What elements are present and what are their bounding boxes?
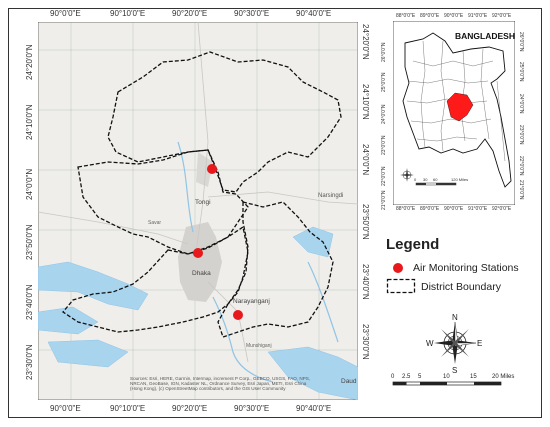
y-tick-left: 23°50'0"N [25,224,34,260]
scale-label: 5 [418,374,422,380]
compass-e: E [477,339,482,348]
inset-x-tick: 90°0'0"E [444,13,464,19]
x-tick-bottom: 90°10'0"E [110,404,146,413]
legend-title: Legend [386,236,440,253]
station-symbol-icon [393,263,403,273]
y-tick-right: 24°10'0"N [361,84,370,120]
inset-x-tick: 88°0'0"E [396,13,416,19]
inset-x-tick: 92°0'0"E [492,13,512,19]
scale-label: 15 [470,374,477,380]
inset-x-tick: 91°0'0"E [468,13,488,19]
y-tick-right: 23°40'0"N [361,264,370,300]
x-tick-top: 90°10'0"E [110,9,146,18]
inset-map: BANGLADESH 0 30 60 120 Miles [393,21,515,205]
inset-y-tick: 22°0'0"N [518,156,524,176]
inset-compass-icon [400,168,414,182]
label-savar: Savar [148,220,161,226]
district-boundary [107,51,342,193]
inset-x-tick: 88°0'0"E [396,206,416,212]
compass-rose-icon: N S E W [426,313,482,374]
inset-y-tick: 23°0'0"N [381,135,387,155]
x-tick-bottom: 90°40'0"E [296,404,332,413]
scale-label: 20 Miles [492,374,514,380]
x-tick-bottom: 90°20'0"E [172,404,208,413]
compass-n: N [452,313,458,322]
inset-y-tick: 21°0'0"N [518,180,524,200]
scale-label: 10 [443,374,450,380]
station-dhaka [193,248,203,258]
scale-label: 0 [391,374,395,380]
inset-y-tick: 21°0'0"N [381,190,387,210]
y-tick-right: 23°50'0"N [361,204,370,240]
inset-scale-label: 60 [433,177,438,182]
inset-x-tick: 90°0'0"E [444,206,464,212]
label-dhaka: Dhaka [192,270,211,277]
scalebar: 0 2.5 5 10 15 20 Miles [391,374,514,386]
inset-x-tick: 89°0'0"E [420,13,440,19]
x-tick-top: 90°30'0"E [234,9,270,18]
y-tick-right: 24°0'0"N [361,144,370,176]
label-tongi: Tongi [195,199,211,206]
y-tick-left: 24°20'0"N [25,44,34,80]
x-tick-top: 90°40'0"E [296,9,332,18]
inset-x-tick: 91°0'0"E [468,206,488,212]
inset-y-tick: 25°0'0"N [381,72,387,92]
district-boundary-symbol-icon [386,278,416,294]
legend-item-district: District Boundary [421,281,501,293]
inset-y-tick: 25°0'0"N [518,62,524,82]
river-padma [38,261,149,311]
study-area-highlight [446,92,474,122]
inset-y-tick: 26°0'0"N [518,32,524,52]
inset-y-tick: 26°0'0"N [381,42,387,62]
inset-scale-label: 120 Miles [451,177,468,182]
y-tick-left: 23°40'0"N [25,284,34,320]
legend-item-stations: Air Monitoring Stations [413,262,519,274]
inset-x-tick: 92°0'0"E [492,206,512,212]
y-tick-right: 24°20'0"N [361,24,370,60]
inset-scale-label: 30 [423,177,428,182]
attribution: Sources: Esri, HERE, Garmin, Intermap, i… [130,376,311,392]
inset-y-tick: 23°0'0"N [518,125,524,145]
x-tick-bottom: 90°30'0"E [234,404,270,413]
inset-scalebar [415,182,457,186]
urban-area [178,222,222,302]
label-daud: Daud [341,378,357,385]
label-narsingdi: Narsingdi [318,193,343,199]
compass-w: W [426,339,434,348]
station-tongi [207,164,217,174]
label-munshiganj: Munshiganj [246,343,272,349]
main-map: Tongi Dhaka Narayanganj Narsingdi Savar … [38,22,358,400]
x-tick-bottom: 90°0'0"E [50,404,81,413]
inset-scale-label: 0 [414,177,417,182]
y-tick-left: 23°30'0"N [25,344,34,380]
y-tick-left: 24°10'0"N [25,104,34,140]
x-tick-top: 90°20'0"E [172,9,208,18]
x-tick-top: 90°0'0"E [50,9,81,18]
inset-y-tick: 24°0'0"N [518,94,524,114]
inset-y-tick: 22°0'0"N [381,166,387,186]
label-narayanganj: Narayanganj [233,298,270,305]
y-tick-right: 23°30'0"N [361,324,370,360]
inset-x-tick: 89°0'0"E [420,206,440,212]
inset-title: BANGLADESH [455,31,515,41]
compass-s: S [452,366,457,374]
y-tick-left: 24°0'0"N [25,168,34,200]
inset-y-tick: 24°0'0"N [381,104,387,124]
scale-label: 2.5 [402,374,411,380]
station-narayanganj [233,310,243,320]
